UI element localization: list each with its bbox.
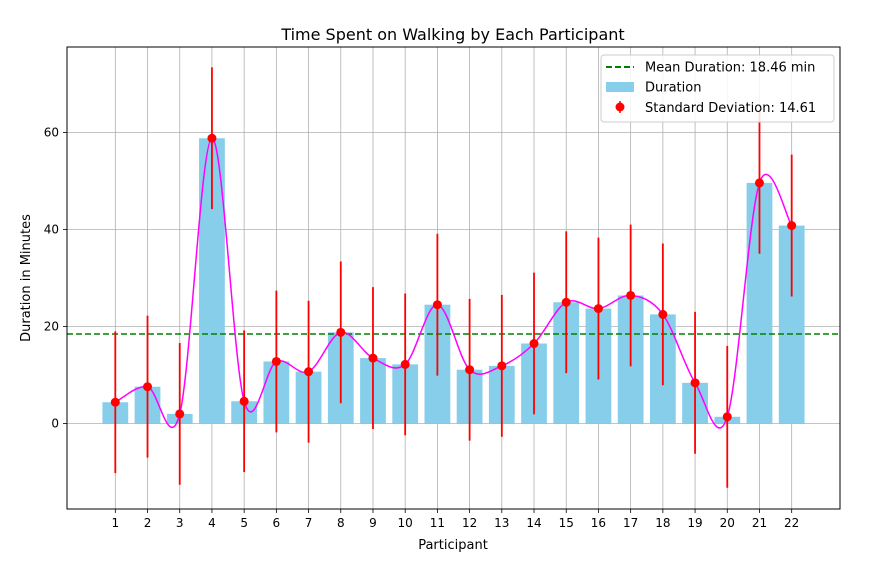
x-tick-label: 7 (305, 516, 313, 530)
legend-bar-label: Duration (645, 81, 701, 96)
y-tick-label: 0 (51, 417, 59, 431)
x-tick-label: 22 (784, 516, 799, 530)
x-axis-label: Participant (418, 538, 488, 553)
legend-box (600, 54, 835, 123)
data-point (368, 353, 378, 363)
x-tick-label: 4 (208, 516, 216, 530)
data-point (465, 365, 475, 375)
x-tick-label: 13 (494, 516, 509, 530)
x-tick-label: 8 (337, 516, 345, 530)
x-tick-label: 12 (462, 516, 477, 530)
plot-frame (66, 46, 841, 510)
x-tick-label: 9 (369, 516, 377, 530)
data-point (593, 304, 603, 314)
y-ticks: 0 20 40 60 (44, 125, 67, 431)
legend-mean-label: Mean Duration: 18.46 min (645, 61, 815, 76)
data-point (143, 382, 153, 392)
x-tick-label: 20 (720, 516, 735, 530)
data-point (722, 412, 732, 422)
data-point (561, 297, 571, 307)
bars (102, 138, 805, 424)
x-tick-label: 6 (273, 516, 281, 530)
x-tick-label: 2 (144, 516, 152, 530)
data-point (207, 133, 217, 143)
data-point (110, 397, 120, 407)
data-point (400, 359, 410, 369)
x-tick-label: 21 (752, 516, 767, 530)
data-point (304, 367, 314, 377)
x-tick-label: 19 (687, 516, 702, 530)
legend: Mean Duration: 18.46 min Duration Standa… (600, 54, 835, 123)
data-point (626, 290, 636, 300)
x-tick-label: 14 (526, 516, 541, 530)
y-tick-label: 20 (44, 320, 59, 334)
data-point (787, 221, 797, 231)
y-tick-label: 60 (44, 125, 59, 139)
data-point (175, 409, 185, 419)
legend-point-swatch (615, 102, 625, 112)
data-point (529, 339, 539, 349)
x-tick-label: 15 (559, 516, 574, 530)
data-point (690, 378, 700, 388)
chart-title: Time Spent on Walking by Each Participan… (280, 25, 624, 44)
data-point (432, 300, 442, 310)
y-axis-label: Duration in Minutes (19, 214, 34, 342)
x-tick-label: 11 (430, 516, 445, 530)
data-point (754, 178, 764, 188)
data-point (271, 356, 281, 366)
data-points (110, 133, 797, 422)
x-tick-label: 5 (240, 516, 248, 530)
legend-bar-swatch (606, 82, 634, 92)
x-tick-label: 10 (398, 516, 413, 530)
x-tick-label: 18 (655, 516, 670, 530)
legend-error-label: Standard Deviation: 14.61 (645, 101, 816, 116)
data-point (336, 327, 346, 337)
y-tick-label: 40 (44, 222, 59, 236)
x-tick-label: 17 (623, 516, 638, 530)
x-tick-label: 1 (111, 516, 119, 530)
data-point (658, 309, 668, 319)
data-point (497, 361, 507, 371)
x-tick-label: 16 (591, 516, 606, 530)
x-ticks: 1 2 3 4 5 6 7 8 9 10 11 12 13 14 15 16 17 18 19 20 21 22 (111, 509, 799, 530)
data-point (239, 396, 249, 406)
x-tick-label: 3 (176, 516, 184, 530)
